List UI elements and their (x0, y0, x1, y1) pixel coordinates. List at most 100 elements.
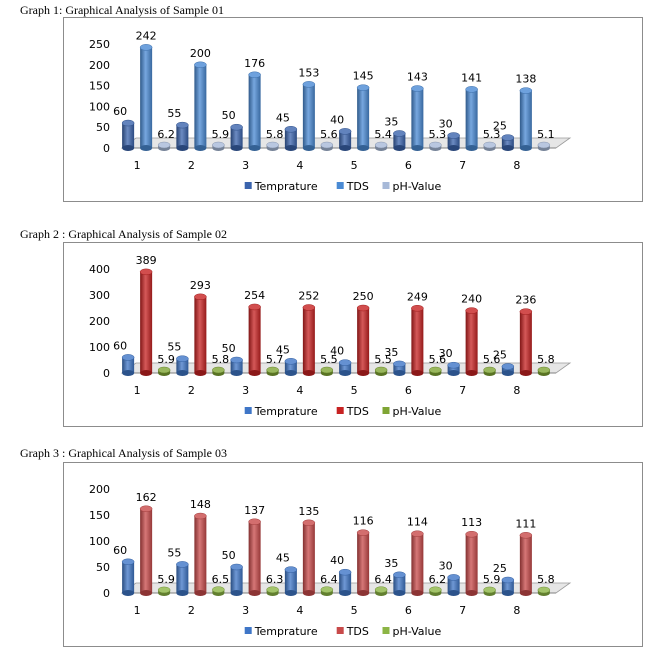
graph-1-tds-data-label: 138 (515, 73, 536, 86)
graph-3-ph-value-bar (157, 586, 171, 596)
graph-3-legend-label: TDS (346, 625, 369, 638)
graph-3-temprature-bar (284, 566, 298, 596)
graph-2-tds-bar (248, 303, 261, 376)
graph-1-chart: 050100150200250602426.21552005.92501765.… (89, 29, 572, 193)
graph-2-legend-item-ph-value: pH-Value (382, 405, 442, 418)
graph-3-tds-bar (248, 518, 261, 596)
graph-1-temprature-data-label: 35 (384, 115, 398, 128)
graph-1-ph-value-data-label: 5.1 (537, 128, 555, 141)
graph-1-y-tick-label: 0 (103, 142, 110, 155)
graph-1-temprature-bar (176, 121, 189, 151)
graph-3-temprature-data-label: 35 (384, 557, 398, 570)
graph-2-temprature-data-label: 55 (167, 341, 181, 354)
graph-2-temprature-data-label: 40 (330, 345, 344, 358)
graph-3-legend-swatch (336, 627, 344, 634)
graph-2-ph-value-data-label: 5.9 (157, 353, 175, 366)
graph-1-tds-data-label: 141 (461, 71, 482, 84)
graph-1-ph-value-data-label: 5.3 (429, 128, 447, 141)
graph-2-tds-bar (194, 293, 207, 376)
graph-1-legend-label: TDS (346, 180, 369, 193)
graph-3-tds-bar (519, 532, 533, 596)
graph-2-x-tick-label: 2 (188, 384, 195, 397)
graph-1-y-tick-label: 150 (89, 80, 110, 93)
graph-2-tds-bar (519, 308, 533, 376)
graph-1-ph-value-data-label: 5.8 (266, 128, 284, 141)
graph-2-ph-value-data-label: 5.5 (320, 353, 338, 366)
graph-3-temprature-bar (338, 568, 352, 596)
graph-3-ph-value-data-label: 5.9 (157, 573, 175, 586)
graph-3-tds-data-label: 111 (515, 517, 536, 530)
graph-2-x-tick-label: 5 (351, 384, 358, 397)
graph-1-legend-label: pH-Value (393, 180, 442, 193)
graph-2-legend-label: TDS (346, 405, 369, 418)
graph-3-x-tick-label: 1 (134, 604, 141, 617)
graph-3-tds-bar (139, 505, 153, 596)
graph-1-temprature-bar (338, 128, 352, 151)
graph-3-tds-bar (411, 530, 424, 596)
graph-3-tds-data-label: 162 (136, 491, 157, 504)
graph-1-y-tick-label: 200 (89, 59, 110, 72)
graph-3-legend-item-temprature: Temprature (244, 625, 318, 638)
graph-1-legend-item-tds: TDS (336, 180, 369, 193)
graph-2-temprature-data-label: 35 (384, 346, 398, 359)
graph-1-temprature-data-label: 55 (167, 107, 181, 120)
graph-1-x-tick-label: 3 (242, 159, 249, 172)
graph-2-y-tick-label: 200 (89, 315, 110, 328)
graph-1-y-tick-label: 50 (96, 121, 110, 134)
graph-1-legend-item-ph-value: pH-Value (382, 180, 442, 193)
graph-2-x-tick-label: 3 (242, 384, 249, 397)
graph-3-temprature-data-label: 55 (167, 546, 181, 559)
graph-1-temprature-bar (230, 123, 243, 151)
graph-3-temprature-bar (393, 571, 406, 596)
graph-2-tds-bar (465, 307, 478, 376)
graph-2-x-tick-label: 1 (134, 384, 141, 397)
graph-2-temprature-data-label: 45 (276, 343, 290, 356)
graph-1-temprature-data-label: 25 (493, 120, 507, 133)
graph-1-ph-value-data-label: 5.4 (374, 128, 392, 141)
graph-1-ph-value-bar (537, 141, 551, 151)
graph-3-x-tick-label: 6 (405, 604, 412, 617)
graph-3-ph-value-data-label: 6.4 (320, 573, 338, 586)
graph-1-ph-value-bar (429, 141, 442, 151)
graph-1-legend-swatch (382, 182, 390, 189)
graph-3-ph-value-data-label: 6.4 (374, 573, 392, 586)
graph-3-ph-value-bar (266, 586, 279, 596)
graph-1-temprature-data-label: 30 (439, 118, 453, 131)
graph-2-tds-bar (356, 304, 370, 376)
graph-2-y-tick-label: 100 (89, 341, 110, 354)
graph-2-x-tick-label: 4 (296, 384, 303, 397)
graph-2-tds-data-label: 252 (298, 289, 319, 302)
graph-1-x-tick-label: 7 (459, 159, 466, 172)
graph-1-ph-value-bar (266, 141, 279, 151)
graph-3-x-tick-label: 8 (513, 604, 520, 617)
graph-3-ph-value-bar (320, 586, 334, 596)
graph-2-chart: 0100200300400603895.91552935.82502545.73… (89, 254, 572, 418)
graph-3-chart: 0 50 100 150 200 60 162 5.9 1 55 148 6.5 2 50 137 6.3 3 4… (89, 483, 572, 638)
graph-2-tds-data-label: 293 (190, 279, 211, 292)
graph-3-tds-data-label: 113 (461, 516, 482, 529)
graph-1-ph-value-bar (320, 141, 334, 151)
graph-3-ph-value-data-label: 6.5 (212, 573, 230, 586)
graph-2-legend-item-temprature: Temprature (244, 405, 318, 418)
graph-2-temprature-bar (338, 359, 352, 376)
graph-2-y-tick-label: 300 (89, 289, 110, 302)
graph-2-temprature-bar (501, 363, 515, 376)
graph-1-temprature-data-label: 45 (276, 111, 290, 124)
graph-3-ph-value-data-label: 6.2 (429, 573, 447, 586)
graph-3-y-tick-label: 0 (103, 587, 110, 600)
graph-2-tds-bar (139, 268, 153, 376)
graph-3-temprature-bar (230, 563, 243, 596)
graph-3-tds-data-label: 116 (353, 515, 374, 528)
graph-3-tds-data-label: 135 (298, 505, 319, 518)
graph-1-ph-value-bar (212, 141, 225, 151)
graph-1-tds-data-label: 176 (244, 57, 265, 70)
graph-3-x-tick-label: 3 (242, 604, 249, 617)
graph-2-ph-value-bar (266, 366, 279, 376)
graph-2-temprature-bar (284, 358, 298, 376)
graph-1-ph-value-data-label: 5.9 (212, 128, 230, 141)
graph-2-ph-value-data-label: 5.6 (483, 353, 501, 366)
graph-2-ph-value-bar (320, 366, 334, 376)
graph-3-x-tick-label: 5 (351, 604, 358, 617)
graph-1-temprature-bar (447, 132, 460, 151)
graph-1-tds-data-label: 143 (407, 71, 428, 84)
